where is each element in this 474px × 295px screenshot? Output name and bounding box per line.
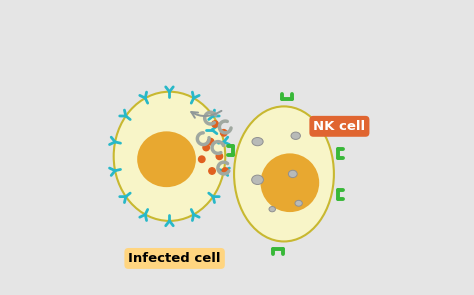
Ellipse shape	[252, 137, 263, 146]
Circle shape	[199, 156, 205, 163]
Ellipse shape	[291, 132, 301, 140]
Ellipse shape	[295, 200, 302, 206]
Ellipse shape	[269, 206, 275, 212]
Circle shape	[216, 153, 223, 160]
Circle shape	[222, 168, 228, 174]
Ellipse shape	[114, 92, 225, 221]
Ellipse shape	[234, 106, 334, 241]
Circle shape	[220, 130, 227, 136]
FancyArrowPatch shape	[191, 111, 221, 118]
Ellipse shape	[288, 170, 297, 178]
Ellipse shape	[261, 153, 319, 212]
Text: Infected cell: Infected cell	[128, 252, 221, 265]
Ellipse shape	[137, 131, 196, 187]
Text: NK cell: NK cell	[313, 120, 365, 133]
Ellipse shape	[252, 175, 264, 184]
Circle shape	[209, 168, 215, 174]
Circle shape	[203, 144, 210, 151]
Circle shape	[212, 121, 218, 127]
Circle shape	[207, 138, 214, 145]
